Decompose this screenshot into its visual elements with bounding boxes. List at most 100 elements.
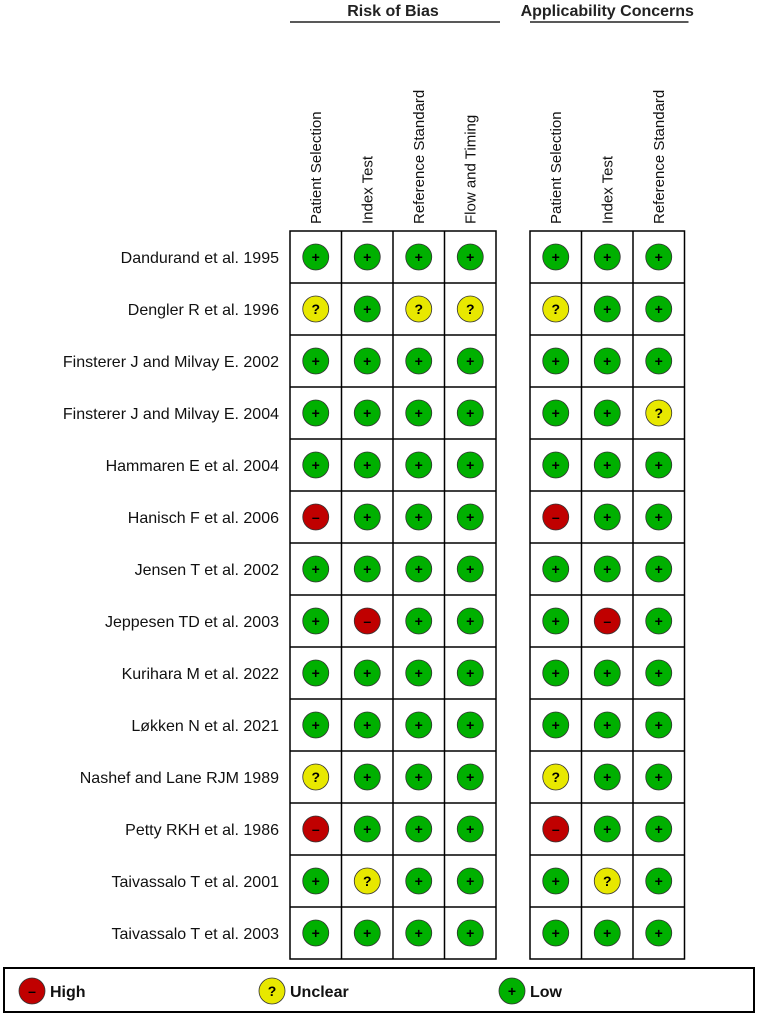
judgement-low-icon: [456, 607, 484, 635]
study-label: Hammaren E et al. 2004: [106, 458, 280, 475]
judgement-symbol: –: [603, 613, 611, 629]
judgement-symbol: +: [603, 821, 611, 837]
judgement-low-icon: [302, 867, 330, 895]
judgement-symbol: –: [363, 613, 371, 629]
domain-header: Patient Selection: [308, 111, 325, 224]
judgement-symbol: +: [466, 249, 474, 265]
legend-high-icon: [18, 977, 46, 1005]
judgement-low-icon: [645, 243, 673, 271]
judgement-low-icon: [456, 399, 484, 427]
judgement-low-icon: [593, 555, 621, 583]
judgement-symbol: –: [312, 821, 320, 837]
judgement-low-icon: [405, 243, 433, 271]
judgement-low-icon: [405, 503, 433, 531]
judgement-symbol: +: [603, 769, 611, 785]
judgement-low-icon: [302, 451, 330, 479]
judgement-symbol: +: [415, 717, 423, 733]
judgement-low-icon: [302, 607, 330, 635]
judgement-symbol: +: [466, 353, 474, 369]
judgement-low-icon: [593, 711, 621, 739]
judgement-low-icon: [405, 399, 433, 427]
judgement-low-icon: [593, 763, 621, 791]
domain-header: Patient Selection: [548, 111, 565, 224]
judgement-symbol: +: [415, 457, 423, 473]
judgement-symbol: +: [466, 873, 474, 889]
judgement-low-icon: [302, 243, 330, 271]
judgement-symbol: +: [312, 353, 320, 369]
judgement-symbol: +: [552, 925, 560, 941]
judgement-symbol: +: [466, 561, 474, 577]
judgement-low-icon: [456, 243, 484, 271]
judgement-low-icon: [353, 919, 381, 947]
judgement-symbol: ?: [311, 769, 320, 785]
judgement-low-icon: [645, 815, 673, 843]
judgement-symbol: +: [363, 925, 371, 941]
judgement-symbol: +: [552, 873, 560, 889]
judgement-low-icon: [456, 451, 484, 479]
study-label: Dandurand et al. 1995: [121, 250, 279, 267]
judgement-symbol: +: [363, 561, 371, 577]
judgement-symbol: +: [466, 509, 474, 525]
judgement-low-icon: [542, 451, 570, 479]
judgement-symbol: +: [312, 457, 320, 473]
judgement-low-icon: [542, 711, 570, 739]
study-label: Taivassalo T et al. 2003: [111, 926, 279, 943]
legend-symbol: ?: [268, 983, 277, 999]
judgement-low-icon: [405, 919, 433, 947]
judgement-low-icon: [353, 555, 381, 583]
judgement-low-icon: [645, 347, 673, 375]
judgement-symbol: +: [466, 405, 474, 421]
judgement-symbol: +: [552, 665, 560, 681]
judgement-symbol: +: [603, 353, 611, 369]
judgement-low-icon: [302, 555, 330, 583]
judgement-symbol: –: [312, 509, 320, 525]
judgement-low-icon: [645, 451, 673, 479]
judgement-high-icon: [542, 815, 570, 843]
judgement-low-icon: [645, 503, 673, 531]
judgement-low-icon: [456, 867, 484, 895]
judgement-symbol: +: [603, 925, 611, 941]
judgement-symbol: +: [655, 353, 663, 369]
judgement-symbol: +: [655, 613, 663, 629]
judgement-symbol: +: [312, 561, 320, 577]
judgement-symbol: +: [312, 249, 320, 265]
judgement-symbol: +: [552, 613, 560, 629]
study-label: Hanisch F et al. 2006: [128, 510, 279, 527]
judgement-symbol: +: [655, 301, 663, 317]
judgement-symbol: +: [415, 353, 423, 369]
judgement-symbol: +: [415, 561, 423, 577]
legend-label-low: Low: [530, 984, 563, 1001]
judgement-low-icon: [302, 399, 330, 427]
judgement-low-icon: [302, 711, 330, 739]
judgement-symbol: +: [655, 457, 663, 473]
judgement-symbol: +: [363, 821, 371, 837]
judgement-low-icon: [593, 295, 621, 323]
judgement-low-icon: [542, 555, 570, 583]
judgement-symbol: +: [603, 249, 611, 265]
judgement-symbol: +: [466, 457, 474, 473]
study-label: Kurihara M et al. 2022: [122, 666, 280, 683]
domain-header: Reference Standard: [651, 90, 668, 224]
judgement-symbol: +: [415, 925, 423, 941]
judgement-symbol: +: [363, 405, 371, 421]
judgement-symbol: ?: [311, 301, 320, 317]
judgement-symbol: ?: [466, 301, 475, 317]
judgement-low-icon: [593, 503, 621, 531]
judgement-low-icon: [645, 919, 673, 947]
judgement-low-icon: [593, 815, 621, 843]
judgement-symbol: +: [552, 717, 560, 733]
judgement-symbol: +: [363, 457, 371, 473]
study-label: Finsterer J and Milvay E. 2004: [63, 406, 279, 423]
study-label: Petty RKH et al. 1986: [125, 822, 279, 839]
judgement-symbol: ?: [551, 301, 560, 317]
judgement-low-icon: [405, 763, 433, 791]
judgement-symbol: +: [466, 665, 474, 681]
judgement-symbol: +: [603, 665, 611, 681]
judgement-low-icon: [302, 919, 330, 947]
judgement-low-icon: [542, 607, 570, 635]
judgement-low-icon: [645, 295, 673, 323]
judgement-unclear-icon: [456, 295, 484, 323]
judgement-low-icon: [405, 451, 433, 479]
judgement-symbol: –: [552, 821, 560, 837]
